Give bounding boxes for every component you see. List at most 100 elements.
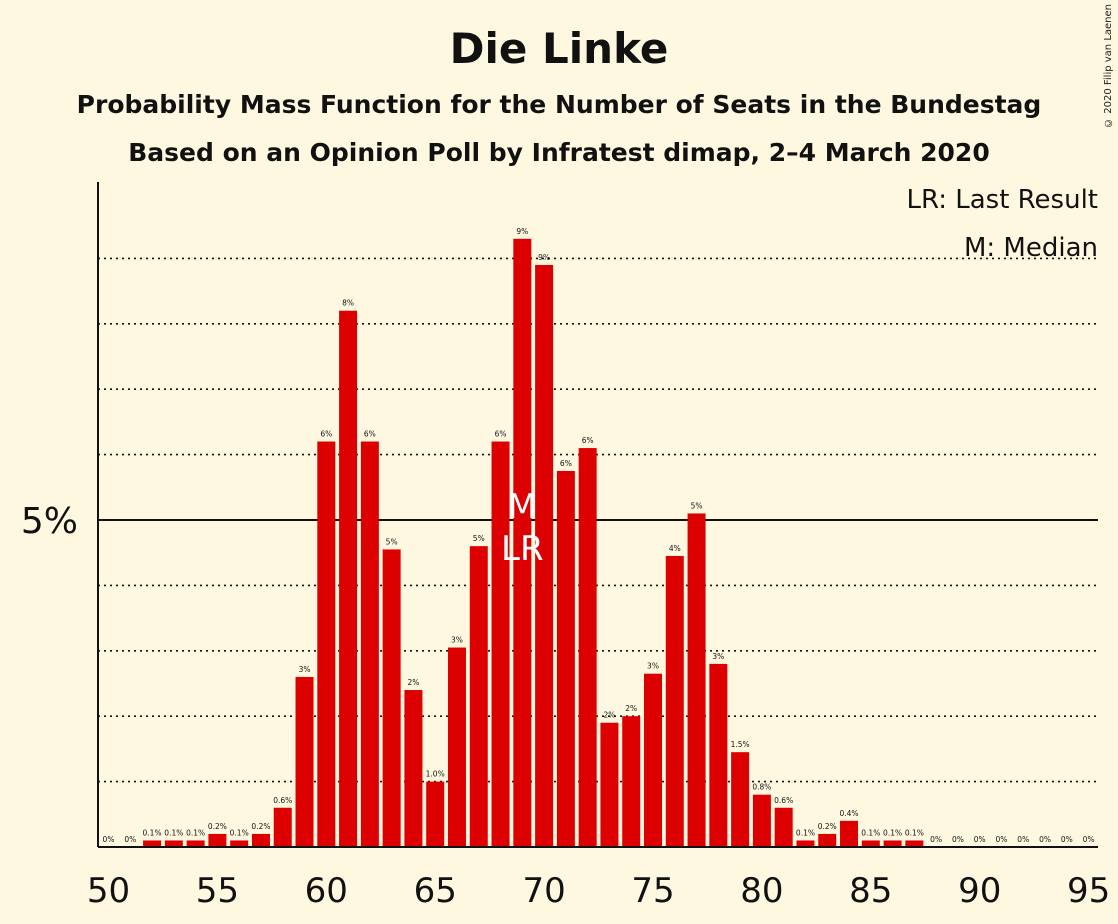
bar-value-label: 6% — [364, 430, 376, 439]
x-tick-label: 55 — [196, 871, 239, 911]
bar — [861, 840, 880, 847]
bar — [905, 840, 924, 847]
bar — [426, 781, 445, 847]
bar-value-label: 2% — [625, 704, 637, 713]
bar — [796, 840, 815, 847]
bar-value-label: 6% — [560, 459, 572, 468]
bar — [600, 722, 619, 847]
bar-value-label: 3% — [647, 662, 659, 671]
bar — [404, 690, 423, 847]
bar — [186, 840, 205, 847]
x-tick-label: 90 — [958, 871, 1001, 911]
bar — [709, 663, 728, 847]
bar-value-label: 0% — [124, 835, 136, 844]
bar-value-label: 0% — [952, 835, 964, 844]
bar — [382, 549, 401, 847]
bar — [360, 441, 379, 847]
bar-value-label: 1.0% — [426, 770, 445, 779]
bar-value-label: 0% — [103, 835, 115, 844]
x-tick-label: 65 — [414, 871, 457, 911]
bar-value-label: 0.4% — [839, 809, 858, 818]
bar-value-label: 0.1% — [164, 828, 183, 837]
bar-value-label: 0% — [930, 835, 942, 844]
x-tick-label: 75 — [631, 871, 674, 911]
bar-value-label: 5% — [691, 501, 703, 510]
bar-value-label: 5% — [473, 534, 485, 543]
bar-value-label: 8% — [342, 299, 354, 308]
x-tick-label: 70 — [522, 871, 565, 911]
bar-value-label: 0% — [974, 835, 986, 844]
bar-value-label: 0.1% — [796, 828, 815, 837]
bar — [513, 238, 532, 847]
bar — [687, 513, 706, 847]
bar-value-label: 3% — [712, 652, 724, 661]
bar — [317, 441, 336, 847]
bar-value-label: 2% — [603, 711, 615, 720]
x-tick-label: 85 — [849, 871, 892, 911]
bar-value-label: 0.2% — [251, 822, 270, 831]
last-result-marker: LR — [501, 529, 544, 569]
bar-value-label: 4% — [669, 544, 681, 553]
bar-value-label: 0.1% — [186, 828, 205, 837]
bar-value-label: 3% — [451, 636, 463, 645]
bar — [208, 833, 227, 847]
bar — [665, 555, 684, 847]
bar-value-label: 1.5% — [731, 740, 750, 749]
bar — [731, 752, 750, 847]
bar-value-label: 0% — [1039, 835, 1051, 844]
bar — [447, 647, 466, 847]
bar — [556, 470, 575, 847]
chart-title: Die Linke — [449, 24, 669, 73]
bar — [295, 676, 314, 847]
median-marker: M — [508, 487, 537, 527]
bar-value-label: 3% — [299, 665, 311, 674]
bar — [818, 833, 837, 847]
bar — [230, 840, 249, 847]
bar — [883, 840, 902, 847]
x-tick-label: 50 — [87, 871, 130, 911]
bar — [469, 546, 488, 847]
bar — [840, 820, 859, 847]
bar — [251, 833, 270, 847]
bar-value-label: 0.1% — [861, 828, 880, 837]
bar-value-label: 9% — [516, 227, 528, 236]
chart-subtitle-source: Based on an Opinion Poll by Infratest di… — [128, 138, 990, 167]
bar-value-label: 0.2% — [818, 822, 837, 831]
bar-value-label: 6% — [582, 436, 594, 445]
bar — [491, 441, 510, 847]
bar — [143, 840, 162, 847]
bar — [578, 448, 597, 847]
bar-value-label: 0.1% — [883, 828, 902, 837]
bar-value-label: 9% — [538, 253, 550, 262]
bar-value-label: 6% — [495, 430, 507, 439]
bar-value-label: 0% — [1017, 835, 1029, 844]
bar — [752, 794, 771, 847]
x-tick-label: 80 — [740, 871, 783, 911]
bar-value-label: 0.2% — [208, 822, 227, 831]
bar-value-label: 0.6% — [774, 796, 793, 805]
bar-value-label: 0% — [996, 835, 1008, 844]
bar-value-label: 6% — [320, 430, 332, 439]
bar-value-label: 0% — [1083, 835, 1095, 844]
bar — [622, 716, 641, 847]
y-tick-label: 5% — [21, 501, 78, 542]
bar-value-label: 5% — [386, 537, 398, 546]
x-tick-label: 95 — [1067, 871, 1110, 911]
bar — [164, 840, 183, 847]
bar — [273, 807, 292, 847]
bar — [774, 807, 793, 847]
bar — [644, 673, 662, 847]
bar-value-label: 0.1% — [230, 828, 249, 837]
bar-value-label: 0.8% — [752, 783, 771, 792]
bar — [535, 264, 554, 847]
bar-value-label: 2% — [407, 678, 419, 687]
bar — [339, 310, 358, 848]
chart-subtitle: Probability Mass Function for the Number… — [76, 90, 1042, 119]
legend-last-result: LR: Last Result — [906, 185, 1098, 215]
x-tick-label: 60 — [305, 871, 348, 911]
bar-value-label: 0.1% — [143, 828, 162, 837]
bar-value-label: 0.1% — [905, 828, 924, 837]
bar-value-label: 0% — [1061, 835, 1073, 844]
bar-value-label: 0.6% — [273, 796, 292, 805]
